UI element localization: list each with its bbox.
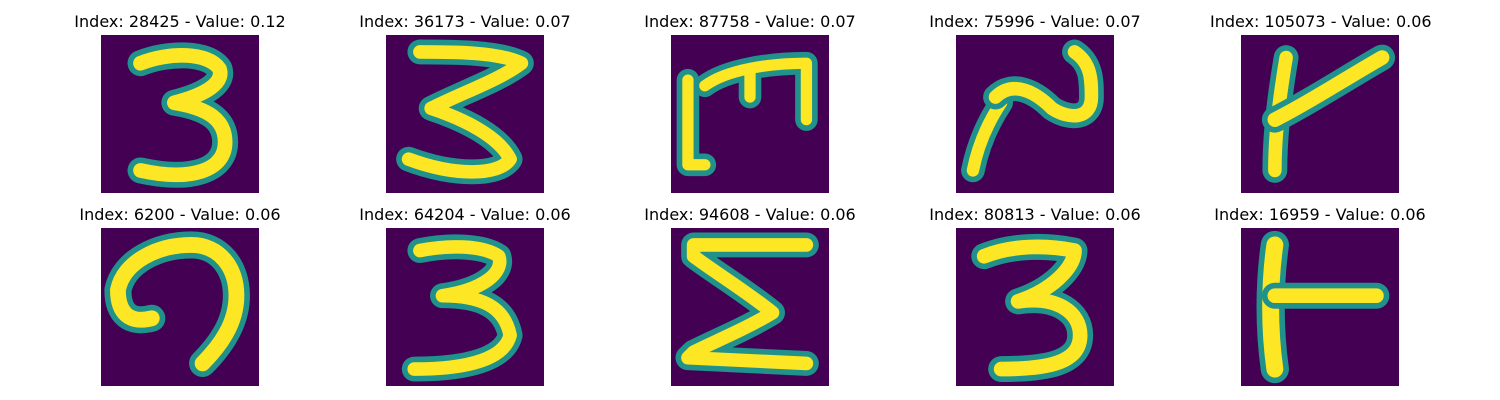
glyph-3-image bbox=[956, 228, 1114, 386]
glyph-n-shape-image bbox=[956, 35, 1114, 193]
glyph-image bbox=[956, 35, 1114, 193]
glyph-hook-image bbox=[101, 228, 259, 386]
glyph-3-image bbox=[101, 35, 259, 193]
glyph-t-rotated-image bbox=[1241, 228, 1399, 386]
panel-title: Index: 6200 - Value: 0.06 bbox=[79, 205, 281, 224]
glyph-m-rotated-image bbox=[671, 35, 829, 193]
panel-title: Index: 75996 - Value: 0.07 bbox=[929, 12, 1141, 31]
panel-title: Index: 94608 - Value: 0.06 bbox=[644, 205, 856, 224]
glyph-k-shape-image bbox=[1241, 35, 1399, 193]
glyph-image bbox=[1241, 35, 1399, 193]
glyph-image bbox=[1241, 228, 1399, 386]
glyph-image bbox=[101, 35, 259, 193]
panel-title: Index: 36173 - Value: 0.07 bbox=[359, 12, 571, 31]
panel-title: Index: 16959 - Value: 0.06 bbox=[1214, 205, 1426, 224]
panel-title: Index: 87758 - Value: 0.07 bbox=[644, 12, 856, 31]
glyph-image bbox=[386, 228, 544, 386]
glyph-image bbox=[671, 228, 829, 386]
glyph-image bbox=[671, 35, 829, 193]
panel-title: Index: 80813 - Value: 0.06 bbox=[929, 205, 1141, 224]
panel-title: Index: 105073 - Value: 0.06 bbox=[1210, 12, 1432, 31]
glyph-image bbox=[956, 228, 1114, 386]
glyph-3-image bbox=[386, 228, 544, 386]
glyph-image bbox=[386, 35, 544, 193]
glyph-sigma-image bbox=[671, 228, 829, 386]
glyph-image bbox=[101, 228, 259, 386]
glyph-3-wide-image bbox=[386, 35, 544, 193]
panel-title: Index: 64204 - Value: 0.06 bbox=[359, 205, 571, 224]
panel-title: Index: 28425 - Value: 0.12 bbox=[74, 12, 286, 31]
